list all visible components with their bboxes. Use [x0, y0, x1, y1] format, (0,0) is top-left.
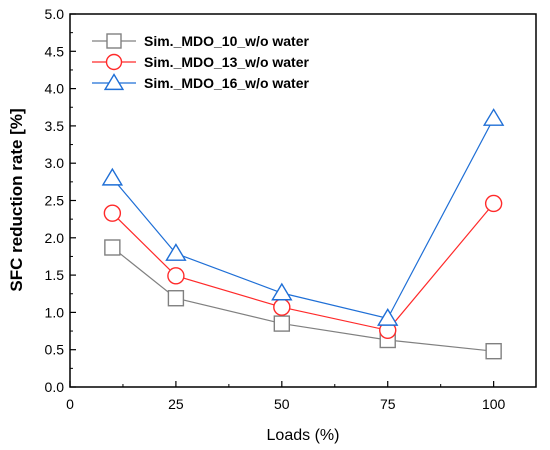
y-tick-label: 0.0 — [45, 379, 65, 395]
data-point-triangle — [101, 167, 124, 186]
data-point-triangle — [377, 308, 399, 326]
legend-marker-triangle — [103, 73, 125, 91]
data-point-triangle — [271, 282, 293, 301]
data-point-square — [167, 290, 185, 307]
legend-item: Sim._MDO_13_w/o water — [92, 53, 310, 71]
series-line — [111, 118, 495, 320]
x-tick-label: 75 — [380, 396, 396, 412]
y-tick-label: 5.0 — [45, 6, 65, 22]
y-tick-label: 4.5 — [45, 43, 65, 59]
data-point-square — [273, 315, 291, 332]
data-point-square — [485, 342, 502, 360]
series-layer — [101, 108, 505, 360]
legend-label: Sim._MDO_16_w/o water — [144, 75, 310, 91]
legend-marker-square — [106, 33, 122, 49]
y-tick-label: 0.5 — [45, 342, 65, 358]
y-axis-title: SFC reduction rate [%] — [7, 108, 26, 291]
legend-label: Sim._MDO_13_w/o water — [144, 54, 310, 70]
y-tick-label: 3.5 — [45, 118, 65, 134]
y-tick-label: 2.5 — [45, 193, 65, 209]
data-point-circle — [484, 194, 503, 213]
y-tick-label: 2.0 — [45, 230, 65, 246]
legend-label: Sim._MDO_10_w/o water — [144, 33, 310, 49]
x-tick-label: 25 — [168, 396, 184, 412]
y-tick-label: 1.5 — [45, 267, 65, 283]
x-tick-label: 50 — [274, 396, 290, 412]
y-tick-label: 3.0 — [45, 155, 65, 171]
series-square — [104, 239, 502, 360]
x-tick-label: 100 — [482, 396, 506, 412]
data-point-circle — [167, 267, 185, 285]
legend: Sim._MDO_10_w/o water Sim._MDO_13_w/o wat… — [92, 33, 310, 91]
x-tick-label: 0 — [66, 396, 74, 412]
data-point-circle — [103, 204, 122, 222]
data-point-circle — [273, 298, 291, 316]
axis-ticks: 0.0 0.5 1.0 1.5 2.0 2.5 3.0 3.5 4.0 4.5 5.0 0 25 50 75… — [45, 6, 506, 412]
legend-item: Sim._MDO_10_w/o water — [92, 33, 310, 49]
series-triangle — [101, 108, 505, 326]
y-tick-label: 1.0 — [45, 304, 65, 320]
series-line — [111, 203, 495, 331]
data-point-triangle — [482, 108, 505, 126]
data-point-triangle — [165, 243, 187, 261]
legend-marker-circle — [105, 53, 123, 71]
y-tick-label: 4.0 — [45, 81, 65, 97]
data-point-square — [104, 239, 121, 256]
x-axis-title: Loads (%) — [267, 427, 340, 444]
legend-item: Sim._MDO_16_w/o water — [92, 73, 310, 91]
